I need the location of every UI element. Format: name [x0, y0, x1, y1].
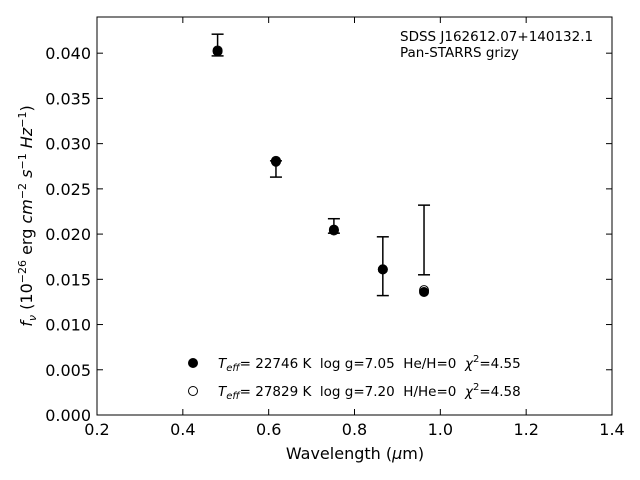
y-tick-label: 0.020 — [45, 225, 91, 244]
data-point-filled — [212, 46, 223, 57]
legend-label-series-2: Teff= 27829 K log g=7.20 H/He=0 χ2=4.58 — [218, 382, 521, 402]
data-point-filled — [328, 224, 339, 235]
legend-marker-open — [188, 386, 198, 396]
data-point-filled — [270, 156, 281, 167]
observed-error-bars — [211, 33, 431, 297]
y-tick-label: 0.030 — [45, 135, 91, 154]
y-axis-ticks: 0.000 0.005 0.010 0.015 0.020 0.025 0.030 0.035… — [45, 44, 612, 425]
y-tick-label: 0.025 — [45, 180, 91, 199]
x-tick-label: 0.2 — [84, 420, 109, 439]
x-tick-label: 1.0 — [428, 420, 453, 439]
y-tick-label: 0.010 — [45, 316, 91, 335]
y-tick-label: 0.040 — [45, 44, 91, 63]
y-tick-label: 0.000 — [45, 406, 91, 425]
data-point-filled — [377, 264, 388, 275]
x-axis-ticks: 0.2 0.4 0.6 0.8 1.0 1.2 1.4 — [84, 17, 625, 439]
annotation-survey-name: Pan-STARRS grizy — [400, 45, 519, 61]
annotation-object-name: SDSS J162612.07+140132.1 — [400, 29, 593, 45]
y-tick-label: 0.035 — [45, 89, 91, 108]
x-tick-label: 0.4 — [170, 420, 195, 439]
x-axis-label: Wavelength (μm) — [286, 444, 424, 463]
data-point-filled — [419, 286, 430, 297]
legend-marker-filled — [188, 358, 198, 368]
legend: Teff= 22746 K log g=7.05 He/H=0 χ2=4.55 … — [188, 354, 521, 402]
y-tick-label: 0.005 — [45, 361, 91, 380]
x-tick-label: 1.4 — [599, 420, 624, 439]
y-tick-label: 0.015 — [45, 270, 91, 289]
x-tick-label: 0.8 — [342, 420, 367, 439]
x-tick-label: 0.6 — [256, 420, 281, 439]
series-open-markers — [212, 45, 430, 296]
legend-label-series-1: Teff= 22746 K log g=7.05 He/H=0 χ2=4.55 — [218, 354, 521, 374]
x-tick-label: 1.2 — [513, 420, 538, 439]
series-filled-markers — [212, 46, 430, 297]
y-axis-label: fν (10−26 erg cm−2 s−1 Hz−1) — [16, 105, 39, 326]
